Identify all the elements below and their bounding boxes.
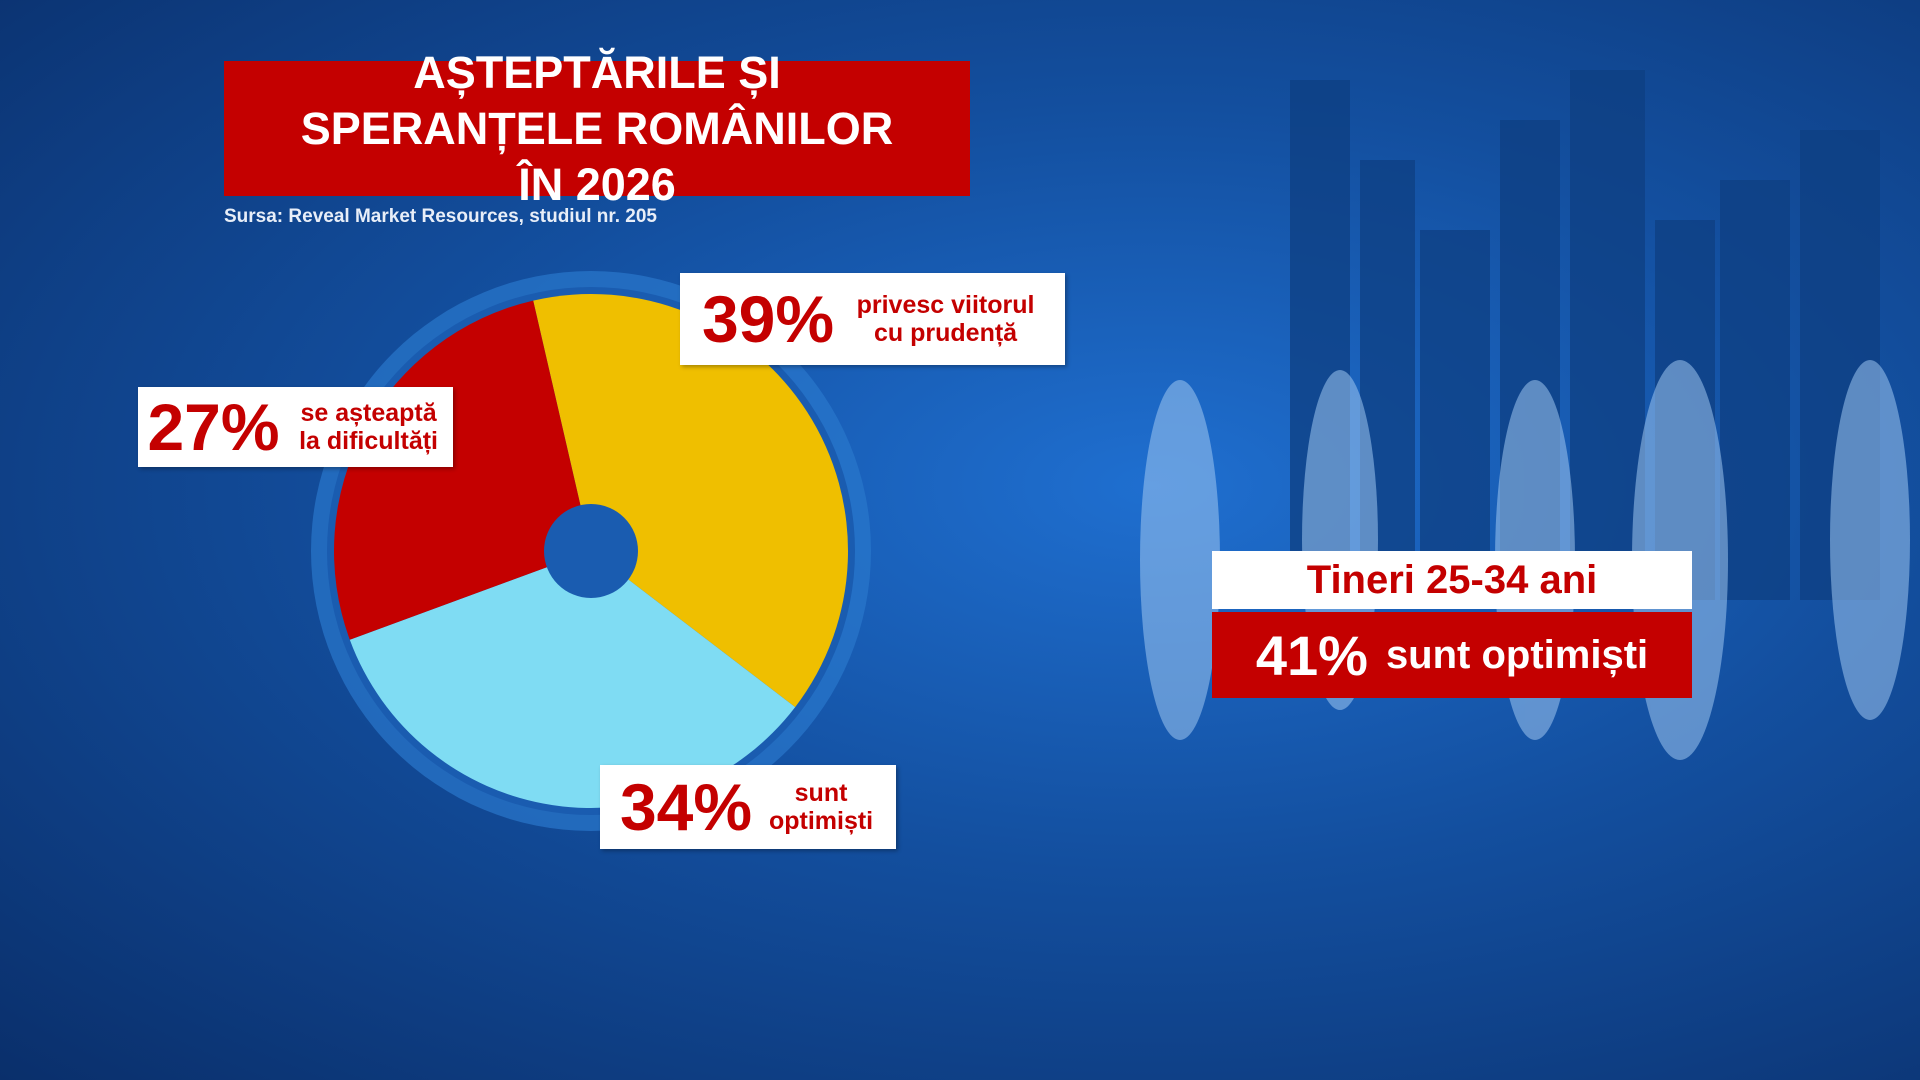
value-label: 27% <box>147 390 280 464</box>
chart-title: AȘTEPTĂRILE ȘI SPERANȚELE ROMÂNILOR ÎN 2… <box>224 47 970 210</box>
callout-title: Tineri 25-34 ani <box>1212 551 1692 609</box>
pie-slice <box>533 294 848 708</box>
pie-hole <box>544 504 638 598</box>
category-label: sunt optimiști <box>768 779 874 835</box>
slice-label: 34% sunt optimiști <box>600 765 896 849</box>
value-label: 34% <box>619 770 753 844</box>
slice-label: 27% se așteaptă la dificultăți <box>138 387 453 467</box>
callout-value: 41% <box>1255 623 1368 687</box>
callout-text: sunt optimiști <box>1385 632 1649 677</box>
pie-slice <box>333 300 591 640</box>
category-label: privesc viitorul cu prudență <box>856 291 1035 347</box>
category-label: se așteaptă la dificultăți <box>299 399 438 455</box>
pie-slice <box>349 551 796 808</box>
value-label: 39% <box>701 282 835 356</box>
source: Sursa: Reveal Market Resources, studiul … <box>224 206 657 227</box>
callout-body: 41% sunt optimiști <box>1212 612 1692 698</box>
slice-label: 39% privesc viitorul cu prudență <box>680 273 1065 365</box>
